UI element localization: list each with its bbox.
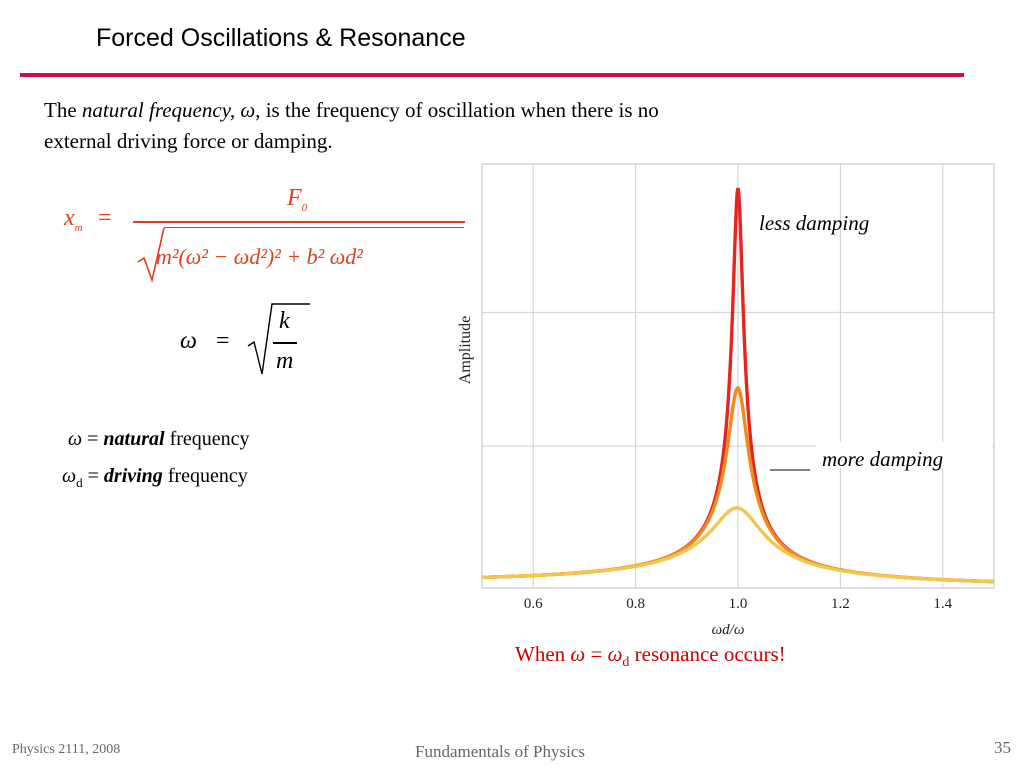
resonance-note: When ω = ωd resonance occurs! — [515, 642, 786, 671]
resonance-note-omega-d: ω — [607, 642, 623, 666]
formula1-radical-bar — [164, 227, 464, 229]
formula1-denominator: m²(ω² − ωd²)² + b² ωd² — [156, 244, 363, 269]
footer-course: Physics 2111, 2008 — [12, 742, 121, 757]
definition-natural-rest: frequency — [164, 428, 250, 450]
definition-driving-sub: d — [76, 475, 83, 490]
definition-driving-term: driving — [103, 465, 163, 487]
formula1-radical-icon — [137, 227, 165, 283]
definition-driving-rest: frequency — [162, 465, 248, 487]
formula1-numerator: F0 — [287, 185, 307, 214]
resonance-note-sub: d — [622, 655, 630, 671]
formula2-denominator: m — [276, 348, 294, 374]
x-tick-label: 0.6 — [524, 596, 543, 612]
formula2-equals: = — [216, 328, 230, 354]
resonance-note-omega: ω — [570, 642, 586, 666]
resonance-chart: 0.6 0.8 1.0 1.2 1.4 ωd/ω Amplitude less damping… — [457, 163, 995, 638]
resonance-note-eq: = — [585, 642, 608, 666]
intro-text: The natural frequency, ω, is the frequen… — [44, 95, 704, 157]
x-axis-label: ωd/ω — [712, 622, 745, 638]
resonance-note-prefix: When — [515, 642, 571, 666]
x-tick-label: 0.8 — [626, 596, 645, 612]
formula2-numerator: k — [279, 308, 290, 334]
annotation-less-damping: less damping — [759, 211, 869, 235]
definition-natural: ω = natural frequency — [68, 428, 250, 451]
formula1-numerator-symbol: F — [287, 185, 302, 211]
formula2-fraction-bar — [273, 342, 297, 344]
x-tick-label: 1.2 — [831, 596, 850, 612]
formula2-lhs: ω — [180, 328, 197, 354]
formula2-radical-icon — [247, 303, 310, 375]
definition-driving-eq: = — [82, 465, 104, 487]
annotation-more-damping: more damping — [822, 447, 943, 471]
definition-natural-term: natural — [103, 428, 165, 450]
formula1-fraction-bar — [133, 221, 465, 223]
formula1-lhs-sub: m — [74, 221, 83, 234]
intro-term: natural frequency, — [81, 98, 241, 122]
formula1-lhs-symbol: x — [64, 205, 75, 231]
annotation-bg — [816, 442, 992, 468]
formula1-equals: = — [98, 205, 112, 231]
series-line-2 — [481, 506, 995, 584]
x-tick-label: 1.4 — [933, 596, 952, 612]
resonance-note-suffix: resonance occurs! — [629, 642, 786, 666]
slide-title: Forced Oscillations & Resonance — [96, 24, 466, 52]
y-axis-label: Amplitude — [457, 316, 474, 384]
x-tick-label: 1.0 — [729, 596, 748, 612]
definition-natural-symbol: ω — [68, 428, 83, 450]
formula1-numerator-sub: 0 — [301, 201, 308, 214]
intro-suffix: , is the frequency of oscillation when t… — [44, 98, 659, 153]
page-number: 35 — [994, 738, 1011, 757]
definition-natural-eq: = — [82, 428, 104, 450]
definition-driving-symbol: ω — [62, 465, 77, 487]
formula1-lhs: xm — [64, 205, 83, 234]
title-divider — [20, 73, 964, 77]
footer-book: Fundamentals of Physics — [415, 742, 585, 761]
intro-symbol: ω — [240, 98, 256, 122]
definition-driving: ωd = driving frequency — [62, 465, 248, 491]
intro-prefix: The — [44, 98, 82, 122]
